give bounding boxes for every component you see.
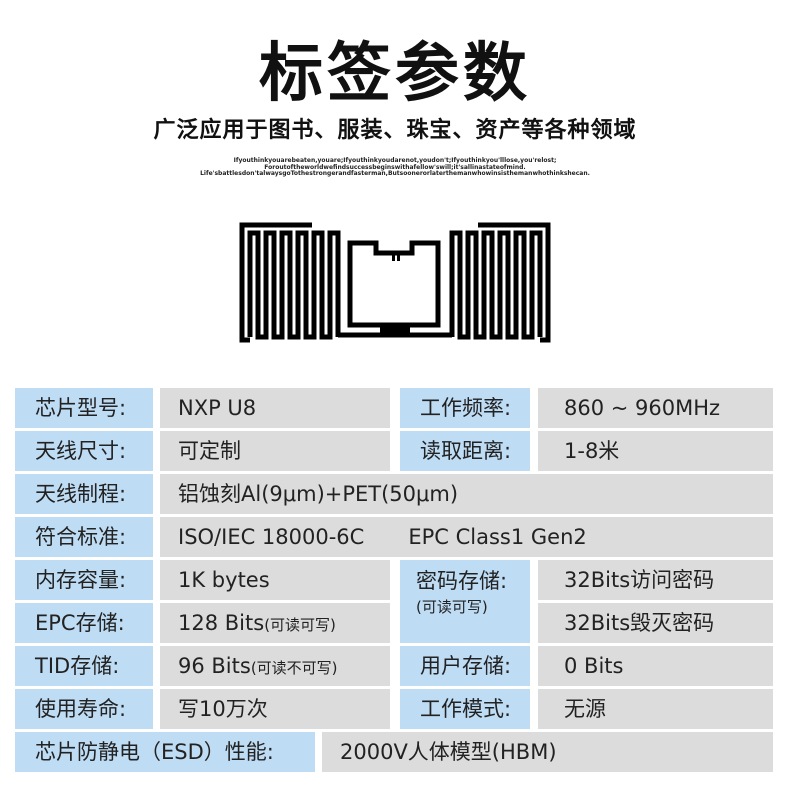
frequency-value: 860 ~ 960MHz	[538, 388, 773, 428]
memory-value: 1K bytes	[160, 560, 390, 600]
chip-model-value: NXP U8	[160, 388, 390, 428]
user-memory-value: 0 Bits	[538, 646, 773, 686]
standard-label: 符合标准:	[15, 517, 153, 557]
standard-iso: ISO/IEC 18000-6C	[178, 525, 365, 549]
epc-bits: 128 Bits	[178, 611, 265, 635]
lifetime-value: 写10万次	[160, 689, 390, 729]
esd-value: 2000V人体模型(HBM)	[322, 732, 773, 772]
quote-line: Life'sbattlesdon'talwaysgoTothestrongera…	[200, 170, 590, 177]
tid-label: TID存储:	[15, 646, 153, 686]
tid-value: 96 Bits(可读不可写)	[160, 646, 390, 686]
page-title: 标签参数	[259, 37, 531, 111]
quote-text: Ifyouthinkyouarebeaten,youare;Ifyouthink…	[0, 157, 790, 178]
tid-bits: 96 Bits	[178, 654, 251, 678]
antenna-bridge	[380, 323, 410, 337]
esd-label: 芯片防静电（ESD）性能:	[15, 732, 315, 772]
user-memory-label: 用户存储:	[400, 646, 530, 686]
mode-label: 工作模式:	[400, 689, 530, 729]
chip-icon	[392, 253, 395, 261]
frequency-label: 工作频率:	[400, 388, 530, 428]
read-range-label: 读取距离:	[400, 431, 530, 471]
antenna-meander-right-outer	[478, 222, 551, 343]
lifetime-label: 使用寿命:	[15, 689, 153, 729]
access-password-value: 32Bits访问密码	[538, 560, 773, 600]
antenna-meander-right	[449, 230, 543, 340]
rfid-antenna-image	[239, 222, 551, 343]
epc-label: EPC存储:	[15, 603, 153, 643]
antenna-process-label: 天线制程:	[15, 474, 153, 514]
tid-note: (可读不可写)	[250, 659, 338, 677]
subtitle: 广泛应用于图书、服装、珠宝、资产等各种领域	[153, 118, 637, 143]
standard-epc: EPC Class1 Gen2	[408, 525, 587, 549]
password-label: 密码存储: (可读可写)	[400, 560, 530, 643]
standard-value: ISO/IEC 18000-6C EPC Class1 Gen2	[160, 517, 773, 557]
quote-line: Ifyouthinkyouarebeaten,youare;Ifyouthink…	[233, 157, 557, 164]
password-label-text: 密码存储:	[416, 569, 508, 593]
password-note: (可读可写)	[416, 598, 488, 616]
read-range-value: 1-8米	[538, 431, 773, 471]
antenna-size-value: 可定制	[160, 431, 390, 471]
quote-line: Foroutoftheworldwefindsuccessbeginswitha…	[264, 163, 526, 171]
antenna-trace	[239, 222, 312, 343]
chip-model-label: 芯片型号:	[15, 388, 153, 428]
kill-password-value: 32Bits毁灭密码	[538, 603, 773, 643]
mode-value: 无源	[538, 689, 773, 729]
epc-note: (可读可写)	[264, 616, 336, 634]
epc-value: 128 Bits(可读可写)	[160, 603, 390, 643]
antenna-size-label: 天线尺寸:	[15, 431, 153, 471]
chip-icon	[397, 253, 400, 261]
antenna-meander-left	[247, 230, 341, 340]
antenna-process-value: 铝蚀刻Al(9μm)+PET(50μm)	[160, 474, 773, 514]
memory-label: 内存容量:	[15, 560, 153, 600]
